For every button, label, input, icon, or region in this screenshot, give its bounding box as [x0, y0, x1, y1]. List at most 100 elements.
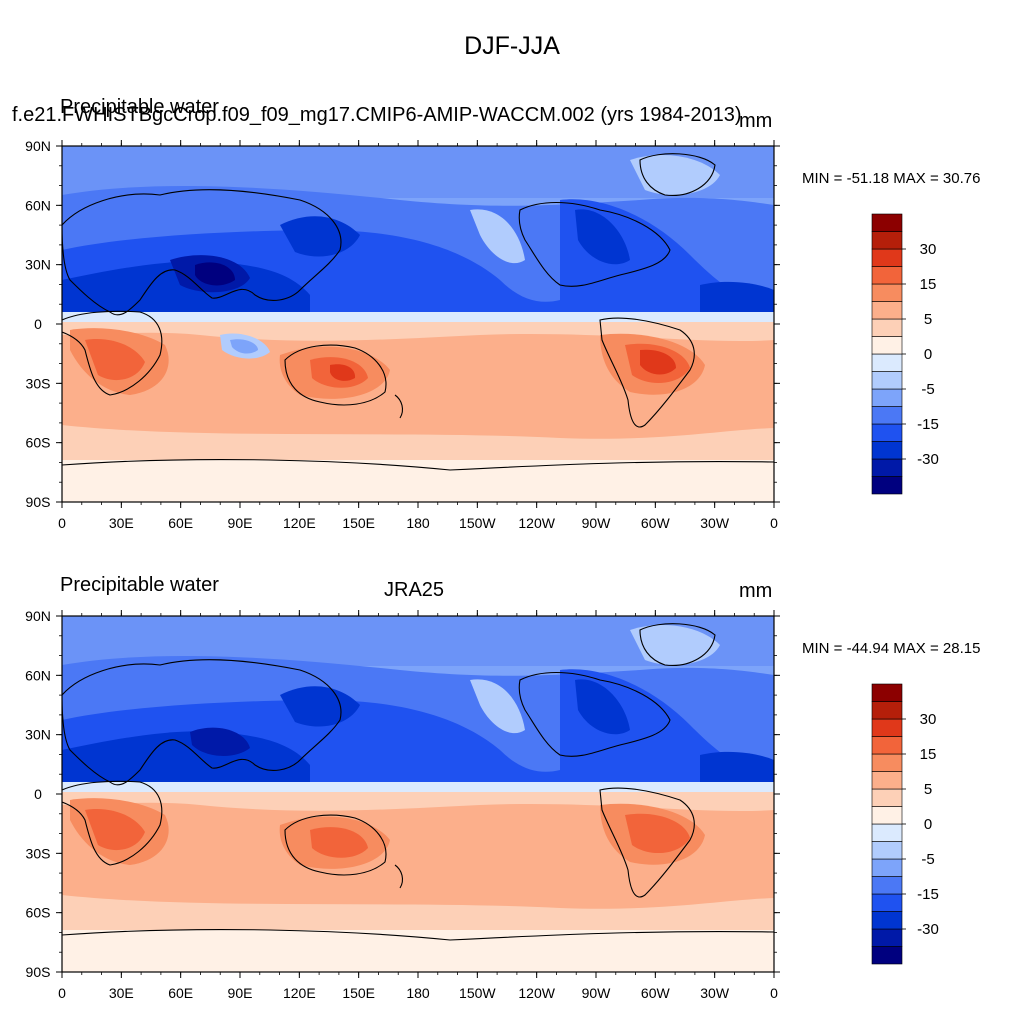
colorbar-box	[871, 946, 903, 965]
colorbar-box	[871, 771, 903, 790]
colorbar-box	[871, 736, 903, 755]
panel2-units: mm	[739, 580, 773, 602]
lon-tick-label: 0	[58, 515, 66, 531]
panel2-coastlines	[62, 623, 774, 941]
colorbar-label: -30	[917, 921, 939, 938]
colorbar-box	[871, 476, 903, 495]
lon-tick-label: 90E	[228, 515, 253, 531]
lat-tick-label: 60N	[25, 667, 51, 683]
colorbar-label: -5	[921, 381, 934, 398]
colorbar-box	[871, 318, 903, 337]
panel1-map	[62, 146, 774, 502]
lon-tick-label: 150E	[342, 985, 375, 1001]
colorbar-box	[871, 406, 903, 425]
colorbar-label: 0	[924, 346, 932, 363]
lat-tick-label: 30N	[25, 727, 51, 743]
panel2-axes: 90N 60N 30N 0 30S 60S 90S 0 30E 60E 90E 120E 150E 180…	[25, 608, 780, 1001]
panel1-units: mm	[739, 110, 773, 132]
colorbar-box	[871, 441, 903, 460]
lat-tick-label: 90S	[26, 964, 51, 980]
panel1-coastlines	[62, 153, 774, 471]
panel1-contour-field	[62, 146, 774, 502]
colorbar-label: 5	[924, 311, 932, 328]
lat-tick-label: 90N	[25, 608, 51, 624]
lon-tick-label: 0	[770, 985, 778, 1001]
lon-tick-label: 0	[770, 515, 778, 531]
colorbar-label: 15	[920, 746, 937, 763]
lon-tick-label: 120W	[518, 515, 555, 531]
panel2-left-title: Precipitable water	[60, 574, 219, 596]
lon-tick-label: 30E	[109, 515, 134, 531]
colorbar-label: 30	[920, 241, 937, 258]
colorbar-label: -5	[921, 851, 934, 868]
lon-tick-label: 0	[58, 985, 66, 1001]
panel1-axes: 90N 60N 30N 0 30S 60S 90S 0 30E 60E 90E 120E 150E 180…	[25, 138, 780, 531]
colorbar-box	[871, 683, 903, 702]
colorbar-label: -30	[917, 451, 939, 468]
colorbar-box	[871, 753, 903, 772]
colorbar-box	[871, 893, 903, 912]
colorbar-box	[871, 353, 903, 372]
lon-tick-label: 30E	[109, 985, 134, 1001]
colorbar-box	[871, 266, 903, 285]
lat-tick-label: 60S	[26, 905, 51, 921]
colorbar-box	[871, 213, 903, 232]
colorbar-box	[871, 701, 903, 720]
lat-tick-label: 30S	[26, 375, 51, 391]
lon-tick-label: 60W	[641, 515, 671, 531]
lon-tick-label: 150W	[459, 985, 496, 1001]
colorbar-box	[871, 301, 903, 320]
colorbar-box	[871, 423, 903, 442]
panel2-center-title: JRA25	[384, 579, 445, 601]
lat-tick-label: 90N	[25, 138, 51, 154]
colorbar-box	[871, 841, 903, 860]
panel2-minmax: MIN = -44.94 MAX = 28.15	[802, 640, 981, 657]
colorbar-label: -15	[917, 886, 939, 903]
lon-tick-label: 60W	[641, 985, 671, 1001]
colorbar-box	[871, 458, 903, 477]
lat-tick-label: 90S	[26, 494, 51, 510]
lat-tick-label: 30S	[26, 845, 51, 861]
panel2-contour-field	[62, 616, 774, 972]
lon-tick-label: 90E	[228, 985, 253, 1001]
colorbar-label: 15	[920, 276, 937, 293]
colorbar-box	[871, 788, 903, 807]
colorbar-box	[871, 928, 903, 947]
lon-tick-label: 60E	[168, 515, 193, 531]
colorbar-box	[871, 806, 903, 825]
colorbar-label: 5	[924, 781, 932, 798]
colorbar-box	[871, 718, 903, 737]
lon-tick-label: 60E	[168, 985, 193, 1001]
colorbar-box	[871, 876, 903, 895]
lon-tick-label: 120E	[283, 985, 316, 1001]
colorbar-box	[871, 823, 903, 842]
colorbar-box	[871, 911, 903, 930]
colorbar-label: 0	[924, 816, 932, 833]
panel2-map	[62, 616, 774, 972]
colorbar-label: 30	[920, 711, 937, 728]
colorbar-label: -15	[917, 416, 939, 433]
panel1-left-title: Precipitable water	[60, 96, 219, 118]
lat-tick-label: 30N	[25, 257, 51, 273]
panel1-colorbar: 30 15 5 0 -5 -15 -30	[871, 213, 939, 495]
colorbar-box	[871, 283, 903, 302]
lon-tick-label: 120W	[518, 985, 555, 1001]
panel2-colorbar: 30 15 5 0 -5 -15 -30	[871, 683, 939, 965]
colorbar-box	[871, 248, 903, 267]
lon-tick-label: 150W	[459, 515, 496, 531]
lon-tick-label: 90W	[582, 985, 612, 1001]
lat-tick-label: 0	[34, 786, 42, 802]
main-title: DJF-JJA	[464, 32, 560, 60]
colorbar-box	[871, 231, 903, 250]
colorbar-box	[871, 371, 903, 390]
colorbar-box	[871, 858, 903, 877]
colorbar-box	[871, 388, 903, 407]
lon-tick-label: 180	[406, 985, 430, 1001]
colorbar-box	[871, 336, 903, 355]
lat-tick-label: 60N	[25, 197, 51, 213]
lat-tick-label: 60S	[26, 435, 51, 451]
lon-tick-label: 120E	[283, 515, 316, 531]
panel1-minmax: MIN = -51.18 MAX = 30.76	[802, 170, 981, 187]
lon-tick-label: 150E	[342, 515, 375, 531]
